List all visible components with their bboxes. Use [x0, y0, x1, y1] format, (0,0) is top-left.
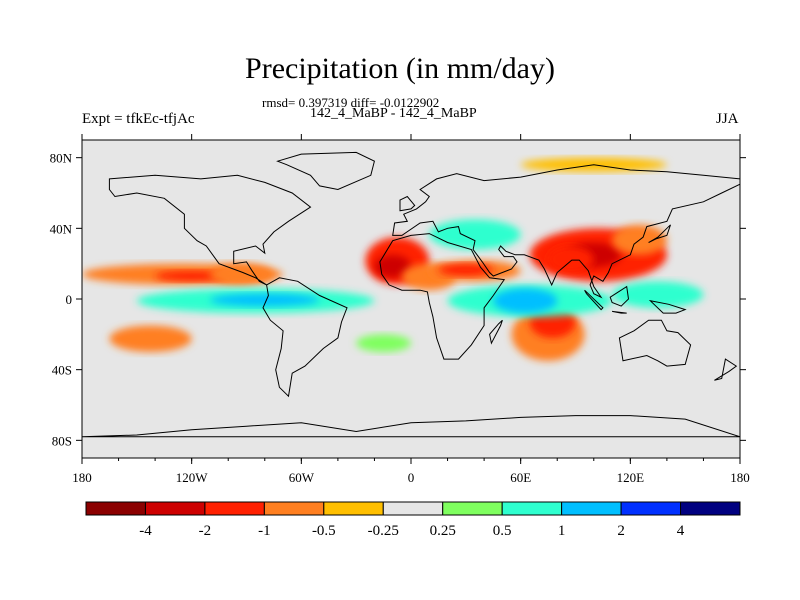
coastline-1 [262, 277, 348, 398]
anomaly-14 [109, 325, 192, 352]
chart-title: Precipitation (in mm/day) [245, 52, 555, 85]
colorbar-label: 0.25 [430, 523, 456, 539]
season-label: JJA [716, 111, 739, 127]
y-tick-label: 40S [52, 363, 72, 378]
y-tick-label: 80N [50, 151, 73, 166]
coastline-3 [392, 164, 740, 299]
colorbar-label: 2 [617, 523, 625, 539]
x-tick-label: 180 [730, 470, 750, 485]
anomaly-16 [209, 293, 320, 307]
coastline-13 [609, 285, 630, 307]
colorbar-box [382, 501, 444, 516]
colorbar-label: -4 [139, 523, 152, 539]
coastline-10 [399, 195, 416, 212]
anomaly-18 [493, 288, 558, 314]
colorbar-box [680, 501, 741, 516]
coastline-9 [648, 224, 671, 243]
colorbar-label: 0.5 [493, 523, 512, 539]
coastline-layer [82, 151, 740, 438]
y-axis: 80N 40N 0 40S 80S [50, 151, 746, 448]
anomaly-4 [438, 263, 494, 277]
anomaly-1 [374, 254, 411, 278]
colorbar-box [85, 501, 146, 516]
coastline-7 [489, 319, 503, 345]
coastline-8 [714, 358, 738, 381]
colorbar-box [620, 501, 682, 516]
experiment-label: Expt = tfkEc-tfjAc [82, 111, 195, 127]
x-tick-label: 180 [72, 470, 92, 485]
stats-line: rmsd= 0.397319 diff= -0.0122902 [262, 95, 440, 110]
colorbar-label: -2 [199, 523, 212, 539]
case-line: 142_4_MaBP - 142_4_MaBP [310, 106, 477, 121]
x-axis: 180 120W 60W 0 60E 120E 180 [72, 134, 750, 485]
colorbar-label: -0.5 [312, 523, 336, 539]
anomaly-12 [155, 270, 229, 282]
x-tick-label: 0 [408, 470, 415, 485]
colorbar-box [442, 501, 503, 516]
y-tick-label: 40N [50, 221, 73, 236]
coastline-11 [584, 289, 604, 311]
colorbar-box [263, 501, 325, 516]
coastline-0 [108, 174, 312, 286]
colorbar-box [561, 501, 622, 516]
x-tick-label: 120W [176, 470, 209, 485]
coastline-12 [612, 310, 627, 314]
anomaly-19 [612, 281, 704, 308]
x-tick-label: 120E [617, 470, 645, 485]
anomaly-7 [548, 246, 594, 273]
coastline-14 [648, 299, 687, 314]
x-tick-label: 60W [289, 470, 315, 485]
colorbar-box [323, 501, 384, 516]
anomaly-20 [429, 219, 521, 250]
colorbar-label: 1 [558, 523, 566, 539]
colorbar-box [144, 501, 206, 516]
coastline-5 [276, 151, 375, 191]
y-tick-label: 0 [66, 292, 73, 307]
colorbar-box [501, 501, 563, 516]
anomaly-21 [356, 334, 412, 352]
x-tick-label: 60E [510, 470, 531, 485]
colorbar-box [204, 501, 265, 516]
anomaly-13 [209, 263, 274, 285]
coastline-6 [82, 415, 740, 438]
colorbar-label: -1 [258, 523, 271, 539]
colorbar-label: -0.25 [368, 523, 399, 539]
y-tick-label: 80S [52, 433, 72, 448]
coastline-4 [618, 319, 692, 367]
colorbar: -4 -2 -1 -0.5 -0.25 0.25 0.5 1 2 4 [85, 501, 741, 539]
coastline-2 [379, 233, 506, 360]
colorbar-label: 4 [677, 523, 685, 539]
